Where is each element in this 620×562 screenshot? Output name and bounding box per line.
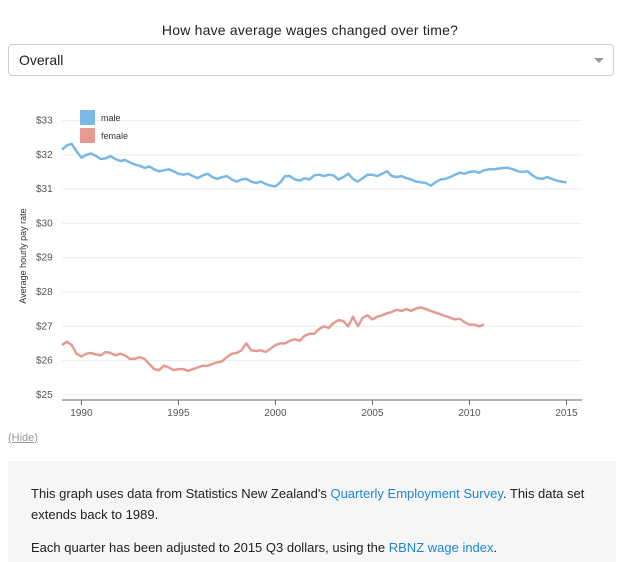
legend-label-female: female xyxy=(101,131,128,141)
info-text: This graph uses data from Statistics New… xyxy=(31,486,331,501)
legend-label-male: male xyxy=(101,113,121,123)
y-tick-label: $31 xyxy=(36,184,53,195)
y-tick-label: $30 xyxy=(36,218,53,229)
y-tick-label: $33 xyxy=(36,116,53,127)
x-tick-label: 2015 xyxy=(555,408,578,419)
y-tick-label: $27 xyxy=(36,321,53,332)
legend-swatch-male xyxy=(80,110,95,125)
y-tick-label: $32 xyxy=(36,150,53,161)
x-tick-label: 2005 xyxy=(361,408,384,419)
y-tick-label: $26 xyxy=(36,356,53,367)
category-select-value: Overall xyxy=(19,52,64,68)
y-tick-label: $25 xyxy=(36,390,53,401)
x-tick-label: 2010 xyxy=(458,408,481,419)
y-tick-label: $28 xyxy=(36,287,53,298)
x-tick-label: 1990 xyxy=(70,408,93,419)
chart-question-heading: How have average wages changed over time… xyxy=(161,22,459,38)
info-paragraph-adjustment: Each quarter has been adjusted to 2015 Q… xyxy=(31,537,592,558)
info-text: . xyxy=(493,540,498,555)
series-line-male xyxy=(61,142,567,188)
info-panel: This graph uses data from Statistics New… xyxy=(8,461,616,562)
rbnz-wage-index-link[interactable]: RBNZ wage index xyxy=(388,540,494,555)
hide-chart-link[interactable]: (Hide) xyxy=(8,432,38,444)
category-select[interactable]: Overall xyxy=(8,44,614,76)
wage-line-chart: $25 $26 $27 $28 $29 $30 $31 $32 $33 1990 1995 2000 2… xyxy=(18,110,582,419)
series-line-female xyxy=(61,306,485,373)
chevron-down-icon[interactable] xyxy=(594,58,604,63)
x-tick-label: 2000 xyxy=(264,408,287,419)
y-tick-label: $29 xyxy=(36,253,53,264)
qes-link[interactable]: Quarterly Employment Survey xyxy=(330,486,503,501)
x-tick-label: 1995 xyxy=(167,408,190,419)
y-axis-label: Average hourly pay rate xyxy=(18,208,28,303)
info-paragraph-source: This graph uses data from Statistics New… xyxy=(31,483,592,525)
info-text: . This data set extends back to 1989. xyxy=(31,486,585,522)
legend-swatch-female xyxy=(80,128,95,143)
info-text: Each quarter has been adjusted to 2015 Q… xyxy=(31,540,389,555)
